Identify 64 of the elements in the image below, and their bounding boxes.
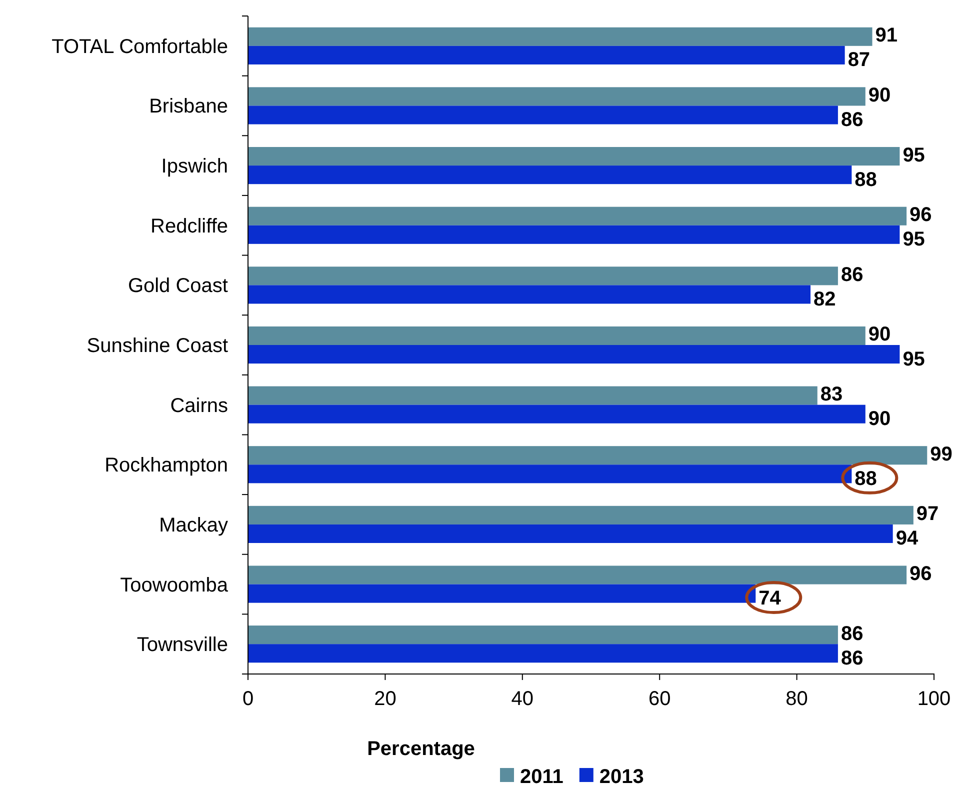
bar: [248, 87, 866, 106]
y-tick-label: Redcliffe: [150, 215, 228, 238]
data-label: 95: [902, 144, 925, 166]
bar: [248, 166, 852, 184]
y-tick-label: TOTAL Comfortable: [52, 36, 228, 58]
bar: [248, 464, 852, 484]
data-label: 86: [840, 264, 864, 286]
bar: [248, 446, 928, 465]
data-label: 90: [868, 324, 891, 346]
bar: [248, 285, 811, 304]
data-label: 82: [814, 288, 836, 310]
data-label: 86: [840, 622, 864, 645]
x-tick-label: 40: [511, 688, 534, 710]
bar: [248, 584, 756, 603]
x-axis-title: Percentage: [367, 738, 475, 760]
data-label: 88: [854, 168, 877, 191]
bar: [248, 524, 893, 543]
data-label: 83: [820, 384, 843, 406]
data-label: 90: [868, 84, 891, 106]
data-label: 74: [758, 588, 782, 610]
y-tick-label: Sunshine Coast: [86, 335, 228, 357]
bar: [248, 27, 872, 46]
y-tick-label: Gold Coast: [128, 275, 228, 298]
data-label: 96: [910, 204, 932, 226]
y-tick-label: Ipswich: [161, 156, 228, 178]
bar: [248, 626, 838, 644]
data-label: 95: [902, 228, 925, 251]
bar: [248, 106, 838, 124]
y-tick-label: Brisbane: [149, 96, 228, 118]
data-label: 90: [868, 408, 891, 430]
bar: [248, 644, 838, 663]
data-label: 97: [916, 503, 939, 526]
x-tick-label: 60: [648, 688, 671, 710]
bar: [248, 266, 838, 286]
legend-label: 2013: [599, 766, 644, 788]
x-tick-label: 20: [374, 688, 396, 710]
bar: [248, 566, 907, 584]
data-label: 88: [854, 468, 877, 490]
data-label: 87: [848, 49, 870, 72]
x-tick-label: 80: [786, 688, 808, 710]
data-label: 95: [902, 348, 925, 370]
data-label: 91: [875, 24, 898, 47]
data-label: 99: [930, 443, 952, 466]
bar: [248, 345, 900, 364]
legend-label: 2011: [520, 766, 564, 788]
y-tick-label: Mackay: [159, 514, 228, 536]
bar: [248, 386, 818, 405]
data-label: 86: [840, 647, 864, 670]
bar: [248, 225, 900, 244]
data-label: 94: [896, 528, 919, 550]
bar: [248, 506, 914, 524]
bar: [248, 404, 866, 424]
x-tick-label: 100: [917, 688, 951, 710]
y-tick-label: Townsville: [136, 634, 228, 656]
y-tick-label: Toowoomba: [120, 574, 229, 596]
data-label: 86: [840, 109, 864, 131]
y-tick-label: Rockhampton: [104, 454, 228, 477]
x-tick-label: 0: [242, 688, 254, 710]
data-label: 96: [910, 563, 932, 585]
bar: [248, 147, 900, 166]
y-tick-label: Cairns: [170, 394, 228, 417]
bar: [248, 46, 845, 64]
bar: [248, 206, 907, 226]
bar: [248, 326, 866, 345]
